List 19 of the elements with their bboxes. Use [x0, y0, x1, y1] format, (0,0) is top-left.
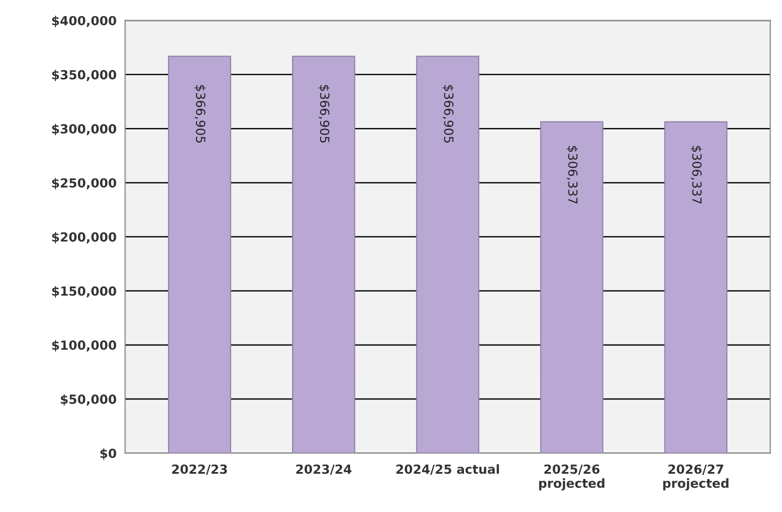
y-tick-label: $200,000 [52, 232, 116, 244]
data-label: $366,905 [318, 85, 330, 143]
x-tick-label: 2025/26 projected [539, 464, 604, 490]
x-tick-label: 2023/24 [296, 464, 352, 475]
data-label: $366,905 [194, 85, 206, 143]
data-label: $306,337 [690, 146, 702, 204]
y-tick-label: $50,000 [60, 394, 116, 406]
y-tick-label: $400,000 [52, 16, 116, 28]
y-tick-label: $300,000 [52, 124, 116, 136]
x-tick-label: 2022/23 [172, 464, 227, 475]
y-tick-label: $0 [100, 448, 116, 460]
x-tick-label: 2024/25 actual [396, 464, 499, 475]
data-label: $366,905 [442, 85, 454, 143]
y-tick-label: $150,000 [52, 286, 116, 298]
y-tick-label: $100,000 [52, 340, 116, 352]
x-tick-label: 2026/27 projected [663, 464, 728, 490]
y-tick-label: $250,000 [52, 178, 116, 190]
data-label: $306,337 [566, 146, 578, 204]
y-tick-label: $350,000 [52, 70, 116, 82]
